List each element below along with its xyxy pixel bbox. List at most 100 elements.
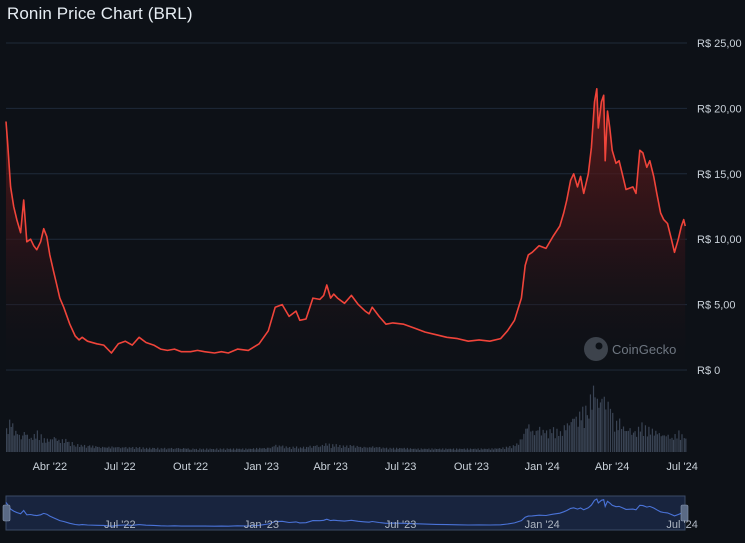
volume-bar [509,445,511,452]
volume-bar [609,408,612,452]
volume-bar [137,448,139,452]
price-area-fill [6,88,686,371]
coingecko-logo-eye [595,342,603,350]
volume-bar [612,412,614,452]
volume-bar [463,448,465,452]
volume-bar [347,447,350,452]
y-tick-label: R$ 0 [697,365,720,377]
volume-bar [292,446,294,452]
volume-bar [186,448,188,452]
volume-bar [306,446,308,452]
volume-bar [563,425,565,452]
volume-bar [42,442,44,452]
volume-bar [580,420,582,452]
navigator-left-handle[interactable] [2,504,11,522]
volume-bar [637,426,640,452]
volume-bar [437,448,439,452]
x-tick-label: Jan '23 [244,461,279,473]
range-navigator[interactable]: Jul '22 Jan '23 Jul '23 Jan '24 Jul '24 [2,495,698,531]
volume-bar [40,434,42,452]
volume-bar [579,411,581,452]
x-tick-label: Jul '23 [385,461,416,473]
volume-bar [146,447,148,452]
navigator-line [5,498,686,527]
volume-bar [120,448,122,452]
volume-bar [572,418,574,452]
volume-bar [12,423,14,452]
volume-bar [621,428,623,452]
volume-bar [523,433,525,452]
volume-bar [270,448,272,452]
volume-bar [494,448,496,452]
volume-bar [406,447,408,452]
volume-bar [93,448,95,452]
volume-bar [287,447,289,452]
volume-bar [436,449,438,452]
volume-bar [449,448,452,452]
volume-bar [294,448,296,452]
volume-bar [252,448,255,452]
navigator-selection[interactable] [5,495,686,531]
volume-bar [236,448,238,452]
volume-bar [351,446,353,452]
volume-bar [260,448,262,452]
volume-bar [46,438,48,452]
volume-bar [153,447,155,452]
volume-bar [123,447,125,452]
y-tick-label: R$ 20,00 [697,103,742,115]
volume-bar [85,447,87,452]
volume-bar [502,447,504,452]
volume-bar [456,448,458,452]
volume-bar [603,396,605,452]
volume-bar [454,449,456,452]
volume-bar [228,449,230,452]
navigator-tick-label: Jan '24 [525,519,560,531]
volume-bar [132,446,134,452]
volume-bar [140,449,143,452]
navigator-right-handle[interactable] [680,504,689,522]
volume-bar [440,449,442,452]
volume-bar [202,448,204,452]
volume-bar [92,445,94,452]
volume-bar [403,447,405,452]
volume-bar [58,439,60,452]
price-line[interactable] [5,88,686,354]
volume-bar [446,449,448,452]
volume-bar [434,448,436,452]
volume-bar [25,434,27,452]
volume-bar [273,446,275,452]
volume-bar [573,418,575,452]
volume-bar [653,435,655,452]
volume-bar [429,449,432,452]
volume-bar [9,419,11,452]
volume-bar [561,435,563,452]
volume-bar [187,448,189,452]
x-tick-label: Abr '22 [33,461,68,473]
x-tick-label: Out '22 [173,461,208,473]
volume-bar [658,433,660,452]
volume-bar [209,448,211,452]
volume-bar [480,448,482,452]
volume-bar [152,447,154,452]
volume-bar [246,449,248,452]
volume-bar [30,437,32,452]
volume-bar [683,438,685,452]
volume-bar [474,448,476,452]
volume-bar [182,448,185,452]
volume-bar [596,398,598,452]
volume-bar [526,428,528,452]
volume-bar [226,448,228,452]
volume-bar [486,449,488,452]
volume-bar [111,446,113,452]
volume-bar [642,435,645,452]
volume-bar [224,449,227,452]
volume-bar [6,428,8,452]
volume-bar [499,448,501,452]
x-tick-label: Jul '22 [104,461,135,473]
volume-bar [532,430,534,452]
volume-bar [77,444,79,452]
y-tick-label: R$ 25,00 [697,38,742,50]
volume-bar [66,442,68,452]
volume-bar [417,448,419,452]
